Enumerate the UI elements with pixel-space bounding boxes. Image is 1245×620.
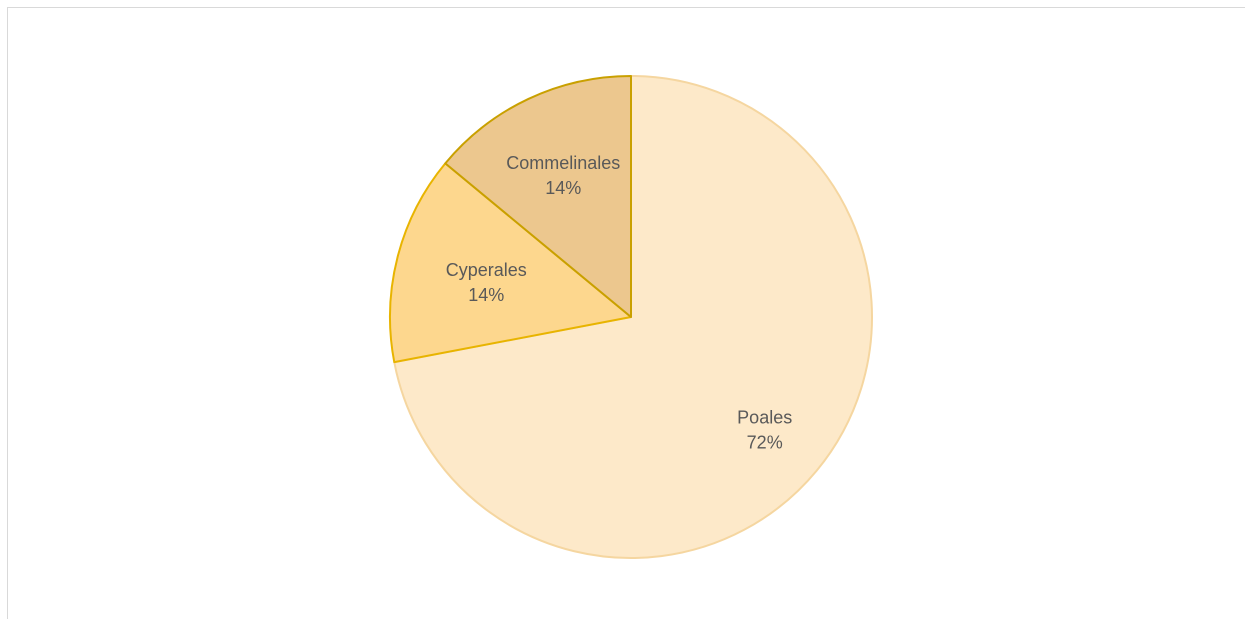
pie-chart: Poales 72% Cyperales 14% Commelinales 14% xyxy=(389,75,873,559)
slice-percent-label: 14% xyxy=(545,178,581,198)
slice-category-label: Cyperales xyxy=(446,260,527,280)
pie-slice-poales xyxy=(393,75,873,559)
slice-category-label: Commelinales xyxy=(506,153,620,173)
slice-percent-label: 72% xyxy=(747,433,783,453)
pie-slice-cyperales xyxy=(389,162,632,364)
slice-label-poales: Poales 72% xyxy=(737,408,792,453)
slice-category-label: Poales xyxy=(737,408,792,428)
chart-area: Poales 72% Cyperales 14% Commelinales 14% xyxy=(7,7,1245,619)
slice-label-cyperales: Cyperales 14% xyxy=(446,260,527,305)
pie-labels: Poales 72% Cyperales 14% Commelinales 14% xyxy=(446,153,792,453)
pie-slice-commelinales xyxy=(444,75,632,318)
slice-label-commelinales: Commelinales 14% xyxy=(506,153,620,198)
pie-slices xyxy=(389,75,873,559)
slice-percent-label: 14% xyxy=(468,285,504,305)
